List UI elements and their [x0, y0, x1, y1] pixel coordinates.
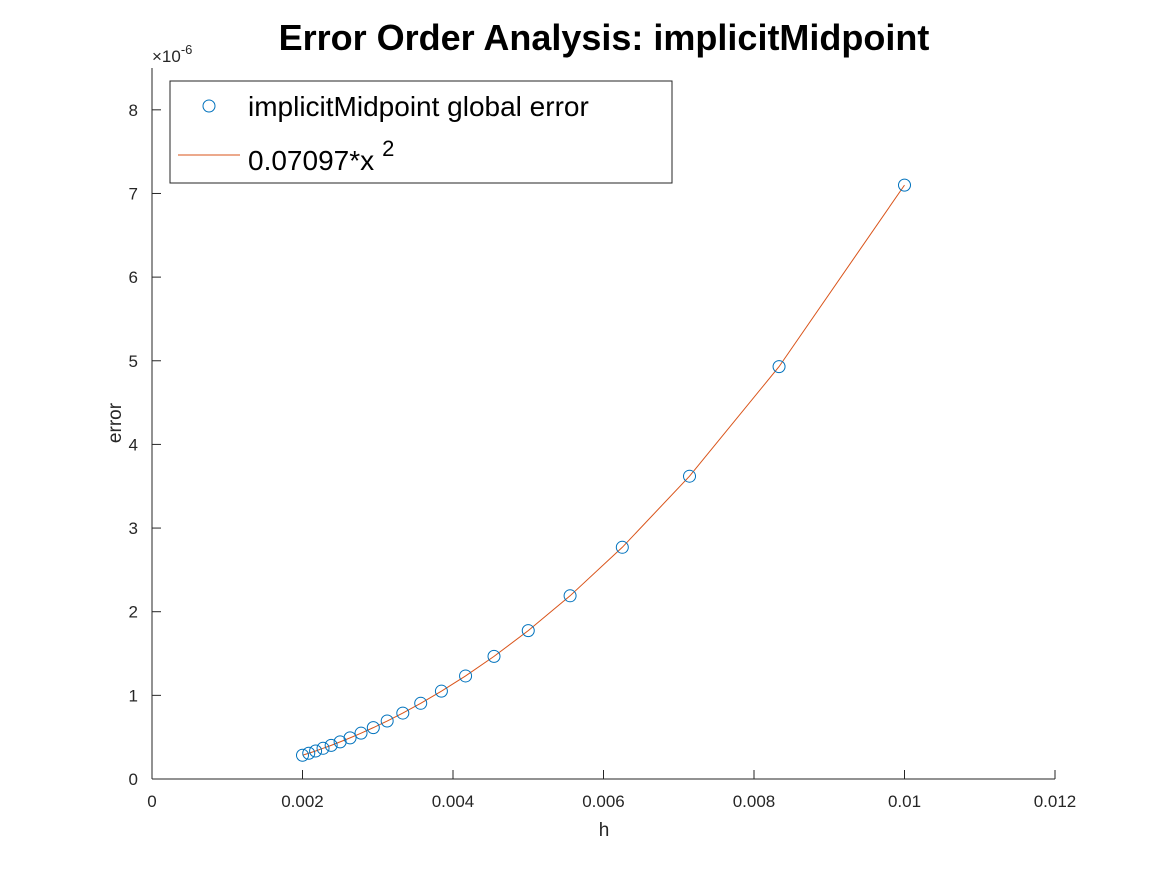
- y-tick-label: 0: [129, 770, 138, 789]
- error-point: [296, 748, 309, 762]
- error-point: [380, 714, 394, 728]
- y-tick-label: 4: [129, 435, 138, 454]
- legend-label-fit: 0.07097*x 2: [248, 136, 394, 176]
- y-tick-label: 3: [129, 519, 138, 538]
- error-point: [487, 649, 501, 663]
- legend-box: [169, 80, 673, 184]
- series-layer: [296, 178, 911, 762]
- error-point: [521, 624, 535, 638]
- error-point: [898, 178, 911, 192]
- error-point: [772, 360, 786, 374]
- legend-label-error: implicitMidpoint global error: [248, 91, 589, 122]
- y-tick-label: 2: [129, 603, 138, 622]
- error-point: [309, 744, 323, 758]
- x-tick-label: 0.002: [281, 792, 324, 811]
- error-point: [302, 746, 316, 760]
- x-tick-label: 0.012: [1034, 792, 1077, 811]
- error-point: [683, 469, 697, 483]
- y-tick-label: 5: [129, 352, 138, 371]
- error-point: [333, 735, 347, 749]
- x-tick-label: 0: [147, 792, 156, 811]
- error-point: [563, 589, 577, 603]
- y-tick-label: 7: [129, 184, 138, 203]
- x-tick-label: 0.008: [733, 792, 776, 811]
- y-axis-exponent: ×10-6: [152, 42, 192, 66]
- error-point: [396, 706, 410, 720]
- plot-area: [152, 68, 1055, 779]
- y-axis-label: error: [105, 402, 126, 443]
- legend-marker-error: [202, 99, 216, 113]
- error-point: [615, 540, 629, 554]
- error-point: [434, 684, 448, 698]
- error-point: [354, 726, 368, 740]
- chart-title: Error Order Analysis: implicitMidpoint: [279, 17, 930, 58]
- error-point: [316, 741, 330, 755]
- x-axis-label: h: [599, 820, 610, 841]
- error-point: [366, 721, 380, 735]
- y-tick-label: 1: [129, 686, 138, 705]
- error-point: [324, 738, 338, 752]
- error-point: [459, 669, 473, 683]
- axes-layer: 0 0.002 0.004 0.006 0.008 0.01 0.012 0 1 2 3 4 5 6 7 8: [129, 68, 1077, 811]
- x-tick-label: 0.01: [888, 792, 921, 811]
- legend: implicitMidpoint global error 0.07097*x 2: [169, 80, 673, 184]
- x-tick-label: 0.004: [432, 792, 475, 811]
- x-tick-label: 0.006: [582, 792, 625, 811]
- y-tick-label: 6: [129, 268, 138, 287]
- error-point: [414, 696, 428, 710]
- y-tick-label: 8: [129, 101, 138, 120]
